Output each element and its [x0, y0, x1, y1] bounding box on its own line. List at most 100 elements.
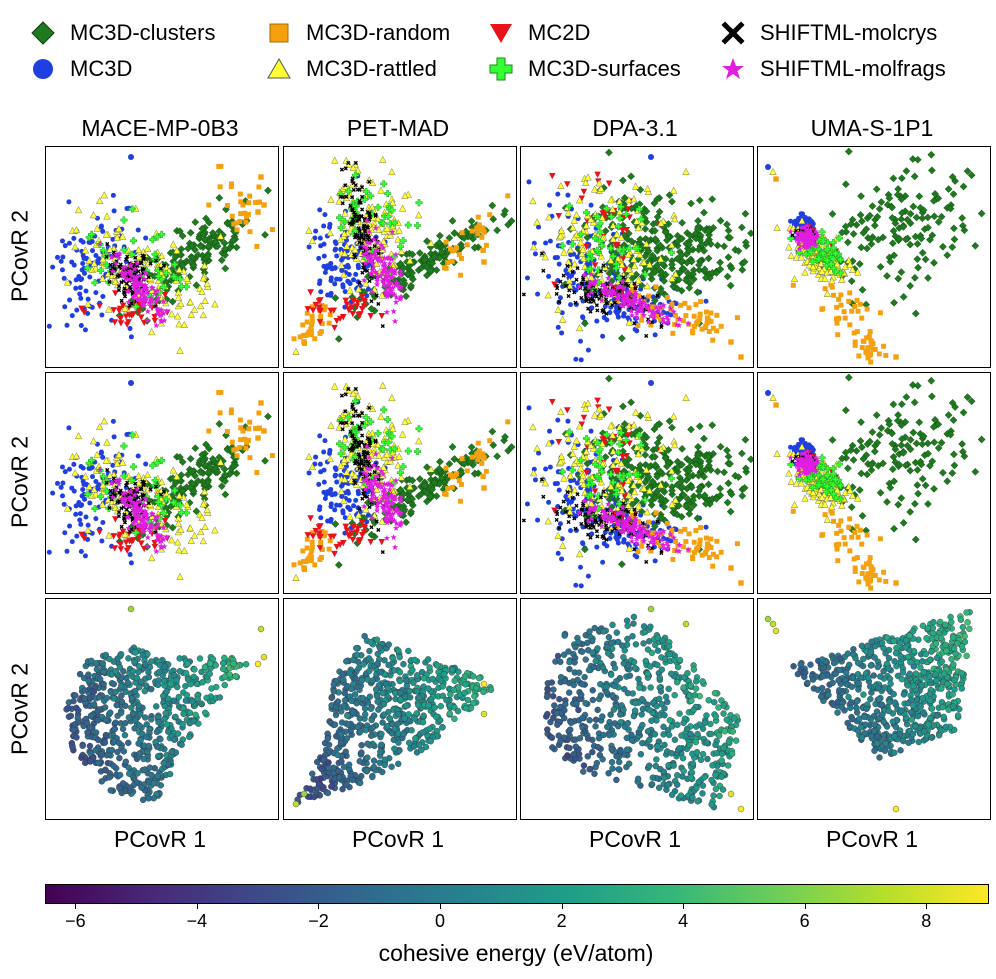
point-shiftml-molcrys [365, 268, 370, 273]
point-mc3d-clusters [689, 275, 698, 284]
point-mc3d [313, 454, 319, 460]
point-mc3d-rattled [577, 238, 585, 246]
point-shiftml-molfrags [379, 245, 387, 252]
point-mc3d-rattled [846, 260, 854, 268]
point-mc3d-rattled [657, 219, 665, 227]
point-mc3d-clusters [627, 172, 635, 181]
point-mc3d-random [657, 316, 663, 322]
point-mc3d-rattled [624, 265, 633, 273]
point-mc3d [127, 326, 133, 332]
point-mc3d-rattled [406, 256, 414, 264]
point-mc3d-clusters [641, 252, 650, 261]
point-mc3d-rattled [386, 457, 394, 465]
point-shiftml-molcrys [361, 491, 366, 496]
point-mc3d-rattled [175, 491, 183, 499]
point-shiftml-molcrys [339, 167, 345, 172]
point-mc3d [532, 251, 538, 257]
point-mc3d [588, 428, 594, 434]
point-shiftml-molfrags [368, 258, 375, 264]
triangle-up-icon [267, 58, 291, 79]
plot-row1-uma [757, 146, 991, 368]
point-mc2d [304, 532, 312, 539]
point-shiftml-molfrags [132, 276, 139, 283]
point-mc2d [135, 534, 142, 542]
point-mc2d [116, 531, 124, 539]
point-mc3d-random [255, 425, 261, 431]
point-shiftml-molcrys [359, 194, 365, 199]
point-mc3d-rattled [401, 191, 409, 199]
point-mc3d [526, 179, 532, 185]
point-mc3d-clusters [400, 505, 409, 514]
point-mc3d-rattled [785, 243, 793, 251]
point-shiftml-molfrags [630, 296, 637, 303]
point-shiftml-molfrags [374, 500, 381, 507]
point-shiftml-molfrags [397, 509, 405, 516]
point-mc3d-random [449, 484, 455, 490]
point-mc3d-surfaces [379, 445, 387, 453]
point-mc3d-clusters [460, 234, 469, 242]
point-mc3d-random [475, 214, 481, 220]
point-mc3d-random [216, 164, 222, 169]
point-shiftml-molfrags [140, 295, 148, 302]
point-mc3d-clusters [448, 216, 457, 225]
point-mc3d [673, 301, 679, 307]
point-mc3d-random [318, 314, 324, 320]
point-mc3d-random [309, 548, 315, 554]
point-mc3d-surfaces [84, 264, 92, 272]
point-mc3d [82, 496, 88, 502]
point-mc3d-surfaces [97, 493, 105, 501]
point-mc3d-random [258, 400, 264, 406]
point-mc3d [73, 285, 79, 291]
point-mc3d-rattled [566, 264, 575, 272]
point-shiftml-molcrys [601, 310, 607, 315]
point-mc3d [613, 305, 619, 311]
point-mc3d [143, 235, 149, 241]
point-mc3d-rattled [186, 298, 194, 306]
point-shiftml-molfrags [133, 260, 141, 267]
point-mc3d [323, 266, 329, 272]
point-mc3d-random [228, 181, 234, 187]
point-shiftml-molfrags [374, 464, 381, 471]
point-mc3d-clusters [208, 229, 217, 237]
legend-label: MC2D [528, 20, 591, 45]
point-mc3d-surfaces [612, 264, 620, 272]
point-mc3d-clusters [897, 195, 906, 204]
point-mc3d-rattled [327, 195, 335, 203]
point-mc3d-rattled [90, 485, 98, 493]
point-mc3d-rattled [630, 255, 638, 263]
point-shiftml-molcrys [158, 492, 164, 497]
point-mc3d-random [868, 344, 874, 350]
point-mc2d [116, 305, 124, 313]
point-shiftml-molfrags [397, 283, 405, 290]
point-mc3d-rattled [341, 435, 349, 443]
point-mc3d-surfaces [390, 219, 398, 227]
point-mc2d [312, 527, 320, 535]
point-mc3d [602, 303, 608, 309]
point-shiftml-molfrags [787, 228, 794, 235]
point-shiftml-molcrys [116, 288, 122, 293]
point-mc3d-random [893, 354, 899, 360]
point-shiftml-molfrags [360, 277, 368, 284]
point-mc3d [564, 497, 570, 503]
point-mc3d-random [238, 199, 244, 205]
point-shiftml-molfrags [151, 516, 158, 523]
point-mc3d [318, 469, 324, 475]
point-mc3d-clusters [737, 223, 746, 232]
point-mc3d [559, 310, 565, 316]
point-mc3d-surfaces [154, 498, 162, 506]
point-mc3d [334, 502, 340, 508]
plot-row2-dpa [520, 372, 754, 594]
point-mc3d [100, 228, 106, 234]
point-mc3d-rattled [383, 450, 391, 458]
point-mc3d [555, 417, 561, 423]
point-shiftml-molfrags [391, 291, 398, 298]
point-shiftml-molfrags [643, 304, 651, 311]
point-mc3d [765, 164, 771, 170]
point-mc3d [810, 221, 816, 227]
point-mc3d-random [458, 481, 464, 487]
point-mc3d-clusters [171, 479, 180, 487]
point-mc3d-random [242, 210, 248, 216]
point-mc3d-rattled [98, 500, 107, 508]
point-mc3d [93, 479, 99, 485]
point-shiftml-molfrags [383, 290, 391, 297]
